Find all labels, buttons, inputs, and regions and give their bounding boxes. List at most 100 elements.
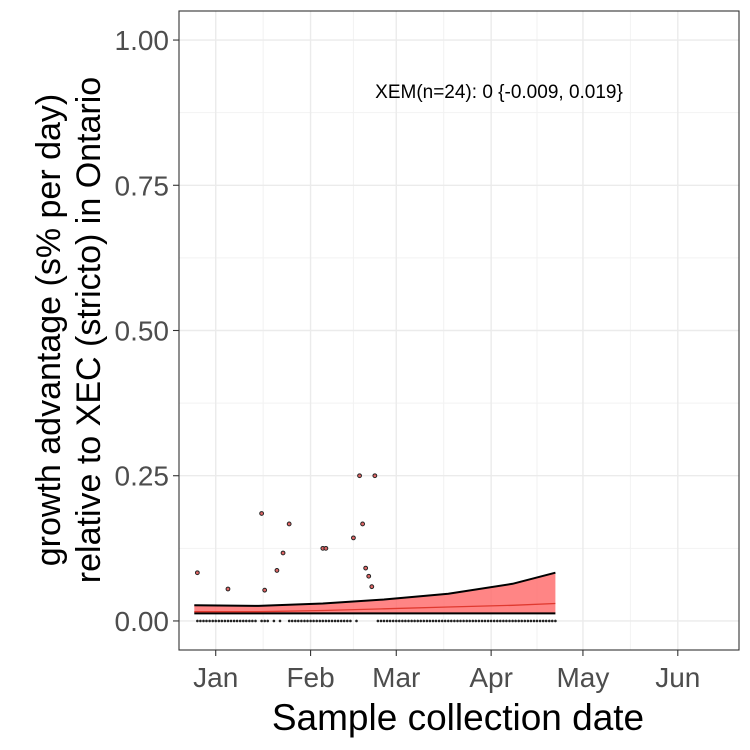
zero-point bbox=[226, 619, 230, 623]
zero-point bbox=[413, 619, 416, 623]
zero-points bbox=[196, 619, 557, 623]
zero-point bbox=[315, 619, 319, 623]
zero-point bbox=[211, 619, 214, 623]
fit-line bbox=[194, 602, 556, 613]
zero-point bbox=[544, 619, 548, 623]
zero-point bbox=[266, 619, 270, 623]
zero-point bbox=[217, 619, 221, 623]
zero-point bbox=[395, 619, 398, 623]
zero-point bbox=[290, 619, 294, 623]
upper-bound-line bbox=[194, 571, 556, 607]
zero-point bbox=[278, 619, 282, 623]
zero-point bbox=[447, 619, 450, 623]
zero-point bbox=[520, 619, 523, 623]
confidence-ribbon bbox=[194, 572, 556, 614]
zero-point bbox=[407, 619, 410, 623]
data-point bbox=[280, 550, 286, 556]
zero-point bbox=[453, 619, 456, 623]
zero-point bbox=[465, 619, 469, 623]
zero-point bbox=[300, 619, 303, 623]
zero-point bbox=[462, 619, 465, 623]
x-tick-label: Jan bbox=[193, 662, 238, 693]
zero-point bbox=[529, 619, 533, 623]
zero-point bbox=[254, 619, 257, 623]
zero-point bbox=[477, 619, 481, 623]
zero-point bbox=[538, 619, 542, 623]
zero-point bbox=[505, 619, 508, 623]
zero-point bbox=[199, 619, 202, 623]
zero-point bbox=[443, 619, 447, 623]
y-axis-title-line-2: relative to XEC (stricto) in Ontario bbox=[70, 77, 108, 583]
y-axis-ticks: 0.00 0.25 0.50 0.75 1.00 bbox=[115, 25, 179, 637]
x-tick-label: Jun bbox=[655, 662, 700, 693]
zero-point bbox=[245, 619, 248, 623]
zero-point bbox=[223, 619, 227, 623]
zero-point bbox=[391, 619, 395, 623]
data-point bbox=[286, 521, 292, 527]
zero-point bbox=[480, 619, 484, 623]
zero-point bbox=[306, 619, 309, 623]
zero-point bbox=[327, 619, 331, 623]
zero-point bbox=[196, 619, 199, 623]
zero-point bbox=[333, 619, 337, 623]
zero-point bbox=[376, 619, 380, 623]
zero-point bbox=[398, 619, 401, 623]
data-points bbox=[194, 473, 378, 593]
zero-point bbox=[379, 619, 383, 623]
data-point bbox=[262, 587, 268, 593]
zero-point bbox=[349, 619, 352, 623]
data-point bbox=[259, 511, 265, 516]
zero-point bbox=[309, 619, 312, 623]
zero-point bbox=[502, 619, 505, 623]
zero-point bbox=[437, 619, 441, 623]
zero-point bbox=[205, 619, 208, 623]
zero-point bbox=[248, 619, 251, 623]
zero-point bbox=[220, 619, 224, 623]
fit-lines bbox=[194, 571, 556, 615]
zero-point bbox=[468, 619, 472, 623]
zero-point bbox=[483, 619, 487, 623]
zero-point bbox=[229, 619, 233, 623]
zero-point bbox=[401, 619, 404, 623]
data-point bbox=[274, 568, 280, 573]
x-tick-label: Apr bbox=[469, 662, 513, 693]
zero-point bbox=[355, 619, 358, 623]
zero-point bbox=[303, 619, 306, 623]
zero-point bbox=[382, 619, 386, 623]
data-point bbox=[363, 565, 369, 571]
zero-point bbox=[318, 619, 322, 623]
data-point bbox=[194, 570, 200, 576]
zero-point bbox=[511, 619, 514, 623]
zero-point bbox=[499, 619, 502, 623]
data-point bbox=[357, 473, 362, 479]
zero-point bbox=[388, 619, 392, 623]
zero-point bbox=[336, 619, 340, 623]
zero-point bbox=[294, 619, 297, 623]
zero-point bbox=[496, 619, 499, 623]
zero-point bbox=[434, 619, 438, 623]
zero-point bbox=[419, 619, 423, 623]
zero-point bbox=[474, 619, 478, 623]
zero-point bbox=[450, 619, 453, 623]
zero-point bbox=[410, 619, 413, 623]
data-point bbox=[323, 545, 329, 551]
zero-point bbox=[431, 619, 435, 623]
y-axis-title-line-1: growth advantage (s% per day) bbox=[30, 94, 68, 566]
zero-point bbox=[486, 619, 490, 623]
zero-point bbox=[208, 619, 211, 623]
zero-point bbox=[514, 619, 517, 623]
zero-point bbox=[238, 619, 242, 623]
zero-point bbox=[297, 619, 300, 623]
data-point bbox=[351, 535, 356, 541]
y-tick-label: 1.00 bbox=[115, 25, 170, 56]
x-axis-title: Sample collection date bbox=[272, 697, 644, 738]
zero-point bbox=[551, 619, 554, 623]
zero-point bbox=[541, 619, 545, 623]
zero-point bbox=[548, 619, 551, 623]
zero-point bbox=[312, 619, 315, 623]
zero-point bbox=[232, 619, 236, 623]
data-point bbox=[366, 573, 372, 579]
zero-point bbox=[532, 619, 536, 623]
zero-point bbox=[489, 619, 493, 623]
